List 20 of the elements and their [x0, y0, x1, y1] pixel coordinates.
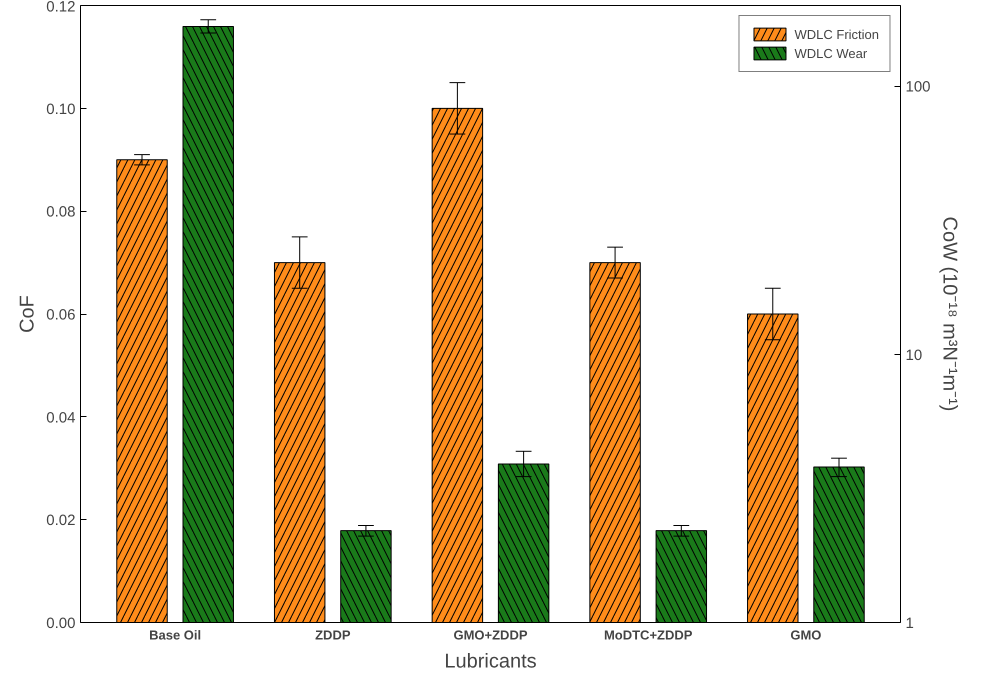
legend-label: WDLC Wear	[794, 46, 868, 60]
x-tick-label: MoDTC+ZDDP	[604, 628, 693, 642]
x-axis-title: Lubricants	[444, 650, 537, 672]
y-tick-label: 0.06	[46, 306, 76, 324]
y-axis-title: CoF	[16, 295, 38, 333]
legend-label: WDLC Friction	[794, 26, 879, 42]
y-tick-label: 0.02	[46, 512, 76, 530]
x-tick-label: GMO+ZDDP	[453, 628, 528, 642]
y-tick-label: 0.00	[46, 615, 76, 632]
x-tick-label: Base Oil	[149, 628, 202, 642]
y2-tick-label: 10	[906, 346, 922, 364]
y-tick-label: 0.08	[46, 204, 76, 221]
x-tick-label: ZDDP	[315, 628, 351, 642]
y-tick-label: 0.10	[46, 100, 76, 118]
y2-tick-label: 1	[906, 615, 914, 632]
x-tick-label: GMO	[790, 628, 822, 642]
y2-axis-title: CoW (10⁻¹⁸ m³N⁻¹m⁻¹)	[938, 216, 961, 412]
y-tick-label: 0.04	[46, 409, 76, 426]
y-tick-label: 0.12	[46, 0, 76, 16]
y2-tick-label: 100	[906, 78, 931, 96]
